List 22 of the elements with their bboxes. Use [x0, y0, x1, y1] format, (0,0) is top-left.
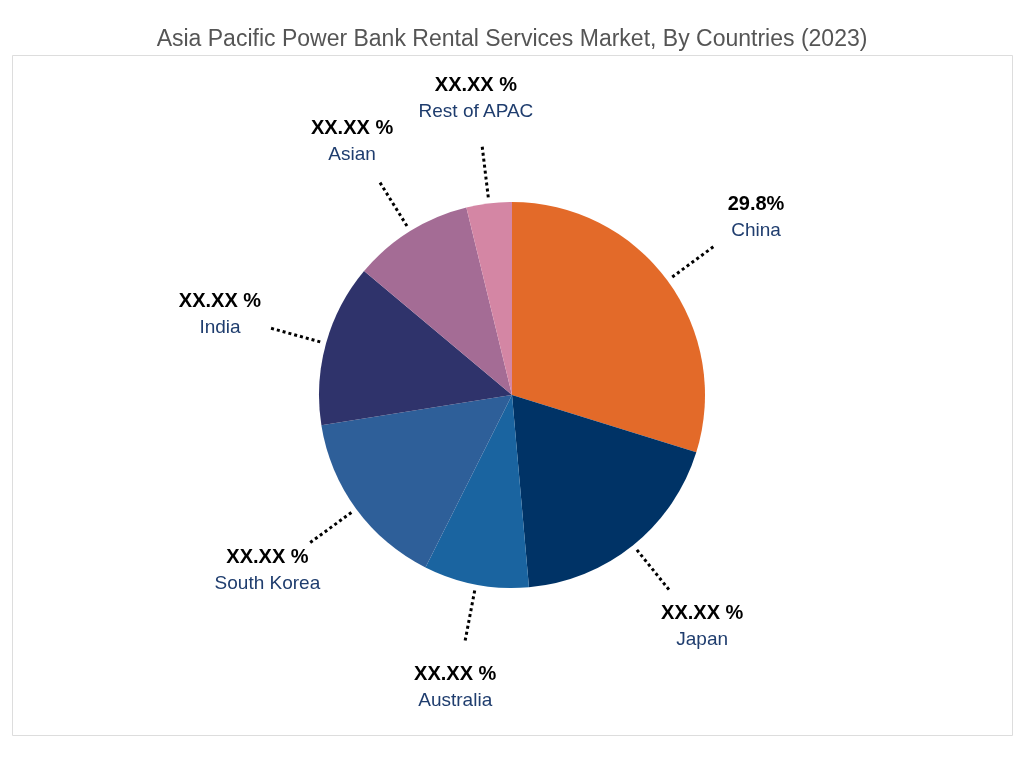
data-label: XX.XX %	[434, 73, 518, 96]
pie-slice	[319, 271, 512, 426]
data-label: XX.XX %	[414, 661, 497, 684]
pie-slice	[512, 395, 697, 588]
data-label: XX.XX %	[661, 600, 744, 623]
slice-label: South Korea	[214, 571, 321, 593]
slice-label: China	[731, 219, 782, 241]
slice-label: Asian	[328, 142, 376, 164]
data-label: XX.XX %	[178, 289, 262, 312]
pie-slice	[512, 202, 705, 453]
pie-slice	[364, 207, 512, 395]
data-label: XX.XX %	[310, 115, 394, 138]
slice-label: Japan	[676, 627, 729, 649]
data-label: 29.8%	[727, 192, 785, 215]
slice-label: Rest of APAC	[418, 100, 534, 122]
chart-title: Asia Pacific Power Bank Rental Services Market, By Countries (2023)	[156, 25, 868, 51]
pie-slice	[321, 395, 512, 568]
pie-slice	[466, 202, 512, 395]
slice-label: India	[199, 316, 242, 338]
data-label: XX.XX %	[226, 544, 309, 567]
slice-label: Australia	[418, 688, 493, 710]
pie-slice	[425, 395, 529, 588]
